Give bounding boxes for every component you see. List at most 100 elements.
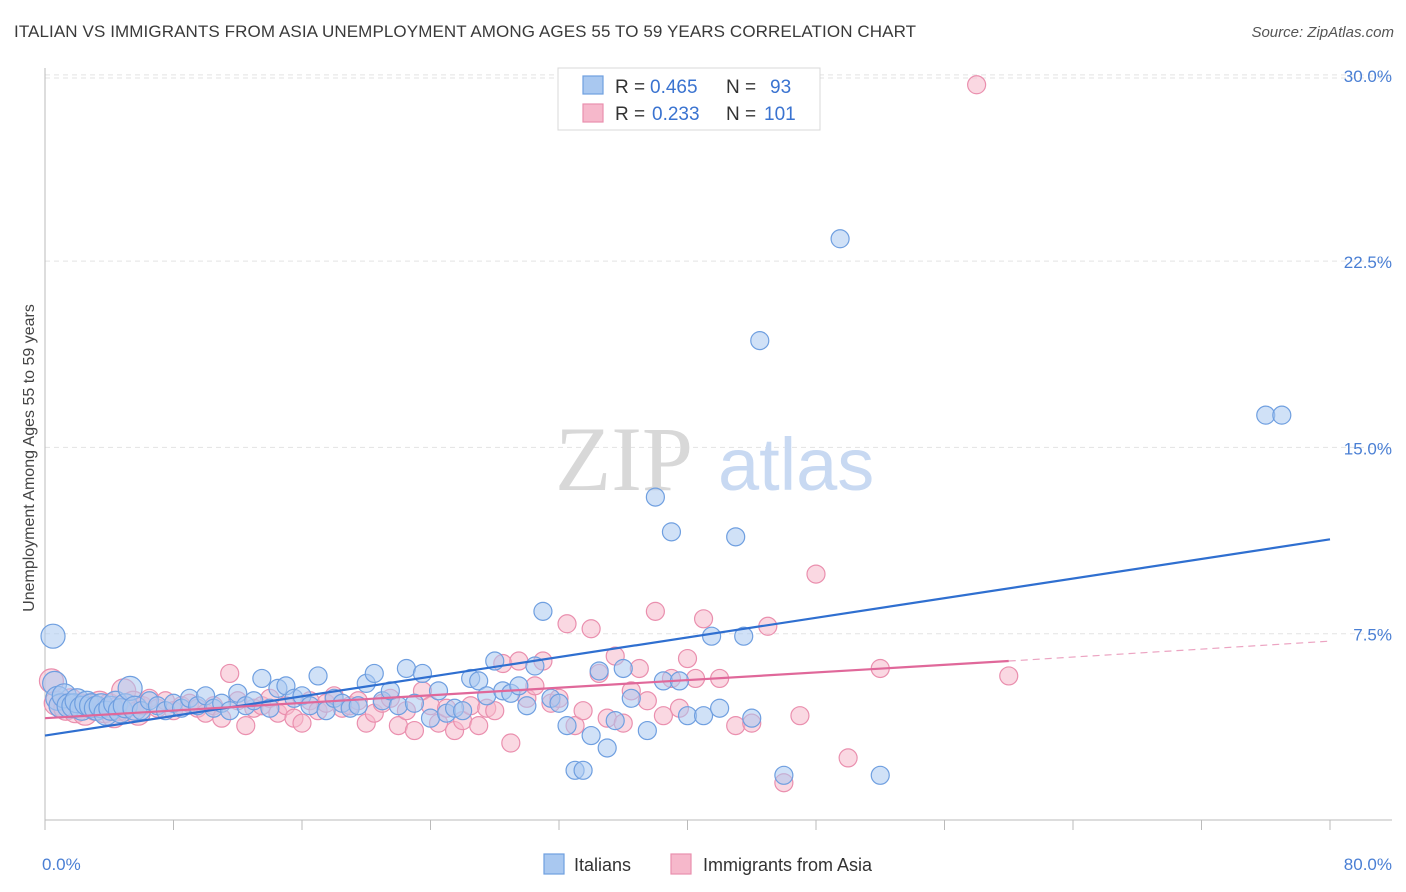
y-tick-label: 7.5% xyxy=(1353,626,1392,645)
asia-point xyxy=(509,651,529,671)
asia-point xyxy=(806,564,826,584)
italians-point xyxy=(517,696,537,716)
italians-point xyxy=(428,681,449,701)
asia-point xyxy=(653,706,674,726)
asia-point xyxy=(501,733,521,753)
asia-point xyxy=(525,676,545,696)
bottom-legend-label-italians: Italians xyxy=(574,855,631,875)
asia-point xyxy=(292,713,312,733)
legend-swatch-italians xyxy=(582,75,604,95)
italians-point xyxy=(549,693,569,713)
italians-point xyxy=(710,698,730,718)
asia-point xyxy=(677,648,698,669)
italians-point xyxy=(509,676,529,696)
italians-trend-line xyxy=(44,538,1331,737)
chart-title: ITALIAN VS IMMIGRANTS FROM ASIA UNEMPLOY… xyxy=(14,22,917,41)
x-tick-label: 0.0% xyxy=(42,855,81,874)
legend-r-value-asia: 0.233 xyxy=(652,104,700,125)
italians-point xyxy=(621,688,641,708)
asia-point xyxy=(693,609,714,629)
y-tick-label: 22.5% xyxy=(1344,253,1392,272)
italians-point xyxy=(613,658,633,679)
italians-point xyxy=(573,760,593,780)
italians-point xyxy=(661,522,682,542)
italians-point xyxy=(477,686,497,706)
italians-point xyxy=(589,661,609,681)
bottom-legend-swatch-italians xyxy=(543,853,565,875)
asia-point xyxy=(236,716,256,736)
italians-point xyxy=(453,701,473,721)
x-tick-label: 80.0% xyxy=(1344,855,1392,874)
asia-point xyxy=(557,614,577,634)
italians-point xyxy=(396,658,417,679)
italians-point xyxy=(388,696,408,716)
bottom-legend-swatch-asia xyxy=(670,853,692,875)
asia-point xyxy=(469,716,489,736)
chart-source: Source: ZipAtlas.com xyxy=(1251,24,1394,41)
italians-point xyxy=(308,666,328,686)
italians-point xyxy=(220,701,240,721)
italians-point xyxy=(774,765,794,785)
legend-n-value-italians: 93 xyxy=(770,77,791,98)
asia-point xyxy=(838,748,858,768)
italians-point xyxy=(645,487,665,507)
watermark-atlas: atlas xyxy=(718,423,874,506)
legend-r-value-italians: 0.465 xyxy=(650,77,698,98)
asia-trend-line-extension xyxy=(1008,640,1331,662)
italians-point xyxy=(1256,405,1276,425)
italians-point xyxy=(364,663,384,684)
asia-point xyxy=(967,75,987,95)
asia-point xyxy=(404,720,425,741)
y-axis-label: Unemployment Among Ages 55 to 59 years xyxy=(21,304,38,612)
asia-trend-line xyxy=(44,659,1009,720)
asia-point xyxy=(790,706,810,726)
italians-point xyxy=(637,720,657,741)
asia-point xyxy=(485,701,505,721)
asia-point xyxy=(573,701,593,721)
trend-lines xyxy=(44,538,1331,737)
italians-point xyxy=(605,711,625,731)
italians-point xyxy=(742,708,762,728)
asia-point xyxy=(645,601,665,621)
asia-point xyxy=(581,619,601,639)
tick-labels: 7.5% 15.0% 22.5% 30.0% 0.0% 80.0% xyxy=(42,67,1392,874)
italians-point xyxy=(404,693,425,713)
italians-point xyxy=(300,696,320,716)
italians-point xyxy=(469,671,489,691)
italians-point xyxy=(252,668,272,689)
italians-point xyxy=(830,229,850,249)
italians-point xyxy=(40,623,66,649)
italians-point xyxy=(726,527,746,547)
italians-point xyxy=(750,331,770,351)
bottom-legend: Italians Immigrants from Asia xyxy=(543,853,873,875)
y-tick-label: 30.0% xyxy=(1344,67,1392,86)
italians-point xyxy=(581,725,601,746)
italians-point xyxy=(701,626,722,646)
asia-point xyxy=(220,663,240,684)
legend-n-value-asia: 101 xyxy=(764,104,796,125)
italians-point xyxy=(557,716,577,736)
bottom-legend-label-asia: Immigrants from Asia xyxy=(703,855,873,875)
legend-r-label-asia: R = xyxy=(615,104,645,125)
asia-point xyxy=(637,691,657,711)
legend-swatch-asia xyxy=(582,103,604,123)
italians-point xyxy=(677,706,698,726)
asia-point xyxy=(999,666,1019,686)
axes xyxy=(44,68,1392,830)
italians-point xyxy=(597,738,617,758)
italians-point xyxy=(533,601,553,621)
legend-n-label-italians: N = xyxy=(726,77,756,98)
legend-r-label-italians: R = xyxy=(615,77,645,98)
italians-point xyxy=(870,765,890,785)
italians-point xyxy=(693,706,714,726)
legend-n-label-asia: N = xyxy=(726,104,756,125)
italians-point xyxy=(348,696,368,716)
legend: R = 0.465 N = 93 R = 0.233 N = 101 xyxy=(557,67,821,131)
italians-point xyxy=(734,626,754,646)
watermark-zip: ZIP xyxy=(555,408,693,510)
asia-point xyxy=(726,716,746,736)
y-tick-label: 15.0% xyxy=(1344,439,1392,458)
italians-point xyxy=(1272,405,1292,425)
asia-point xyxy=(629,658,649,679)
